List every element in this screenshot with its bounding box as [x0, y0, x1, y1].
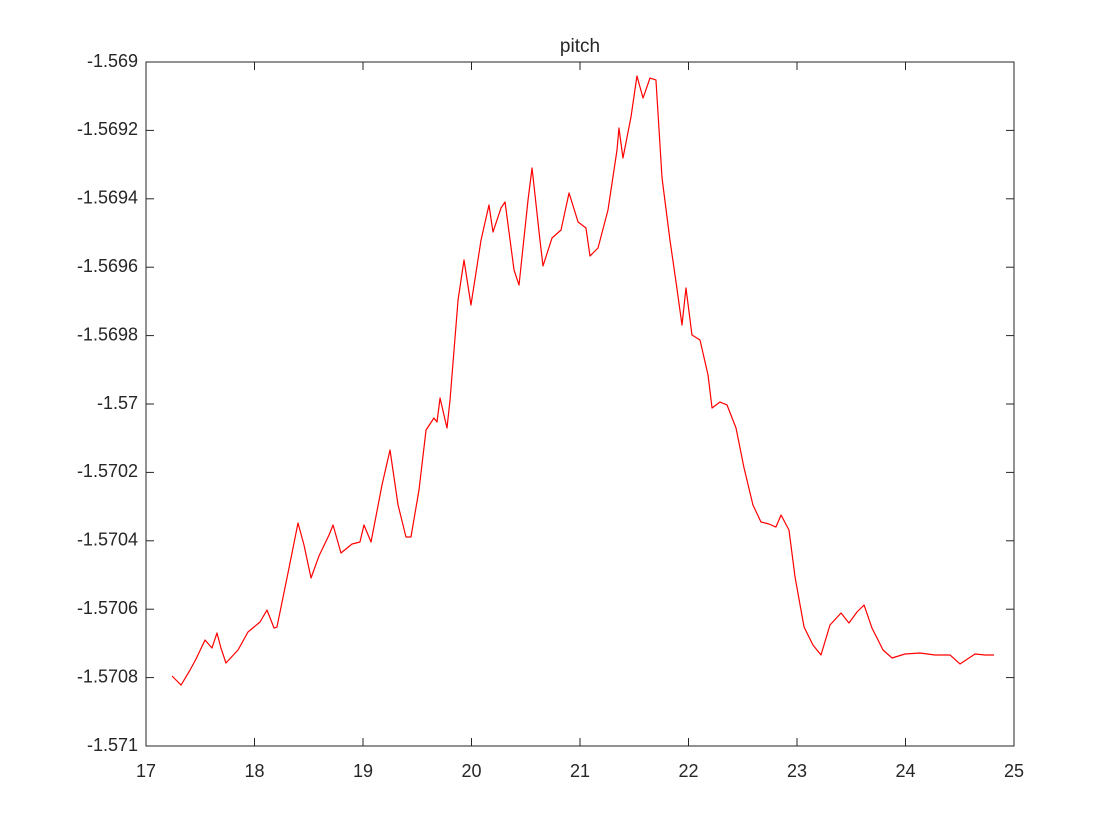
- x-tick-label: 19: [353, 761, 373, 781]
- y-tick-label: -1.5696: [77, 256, 138, 276]
- x-tick-label: 18: [244, 761, 264, 781]
- y-tick-label: -1.5692: [77, 119, 138, 139]
- y-tick-label: -1.5704: [77, 530, 138, 550]
- x-tick-label: 21: [570, 761, 590, 781]
- y-tick-label: -1.5708: [77, 666, 138, 686]
- x-tick-label: 25: [1004, 761, 1024, 781]
- x-tick-label: 23: [787, 761, 807, 781]
- y-tick-label: -1.569: [87, 51, 138, 71]
- y-tick-label: -1.5698: [77, 324, 138, 344]
- y-tick-label: -1.5694: [77, 188, 138, 208]
- x-tick-label: 20: [461, 761, 481, 781]
- data-line: [171, 75, 995, 686]
- chart-title: pitch: [560, 36, 600, 57]
- y-tick-label: -1.5706: [77, 598, 138, 618]
- x-tick-label: 24: [895, 761, 915, 781]
- y-tick-label: -1.571: [87, 735, 138, 755]
- x-tick-label: 22: [678, 761, 698, 781]
- y-tick-label: -1.5702: [77, 461, 138, 481]
- y-tick-label: -1.57: [97, 393, 138, 413]
- x-tick-label: 17: [136, 761, 156, 781]
